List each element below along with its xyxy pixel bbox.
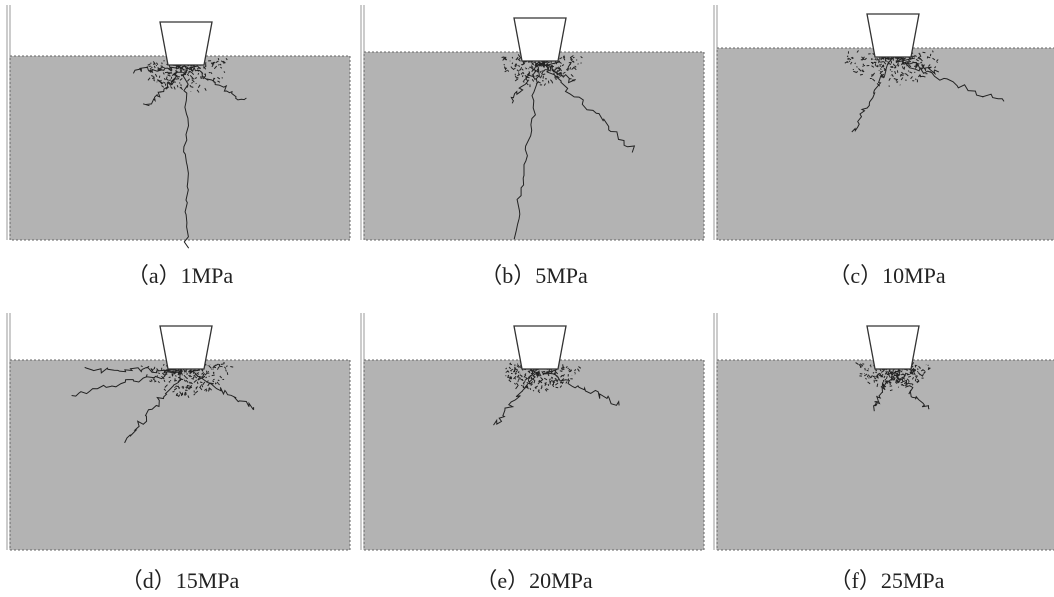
rock xyxy=(717,360,1054,550)
caption: （b）5MPa xyxy=(480,263,588,288)
rock xyxy=(364,360,704,550)
figure: （a）1MPa （b）5MPa （c）10MPa （d）15MPa （e）20MPa （f… xyxy=(0,0,1054,597)
panel: （c）10MPa xyxy=(714,5,1054,288)
indenter xyxy=(160,326,212,369)
panel: （e）20MPa xyxy=(361,313,704,593)
panel: （f）25MPa xyxy=(714,313,1054,593)
indenter xyxy=(867,326,919,369)
indenter xyxy=(867,14,919,57)
caption: （e）20MPa xyxy=(475,568,593,593)
indenter xyxy=(514,326,566,369)
indenter xyxy=(160,22,212,65)
page: （a）1MPa （b）5MPa （c）10MPa （d）15MPa （e）20MPa （f… xyxy=(0,0,1054,597)
caption: （c）10MPa xyxy=(828,263,946,288)
indenter xyxy=(514,18,566,61)
rock xyxy=(364,52,704,240)
caption: （a）1MPa xyxy=(127,263,234,288)
caption: （d）15MPa xyxy=(121,568,240,593)
caption: （f）25MPa xyxy=(830,568,945,593)
panel: （a）1MPa xyxy=(7,5,350,288)
rock xyxy=(10,360,350,550)
panel: （d）15MPa xyxy=(7,313,350,593)
panel: （b）5MPa xyxy=(361,5,704,288)
rock xyxy=(717,48,1054,240)
